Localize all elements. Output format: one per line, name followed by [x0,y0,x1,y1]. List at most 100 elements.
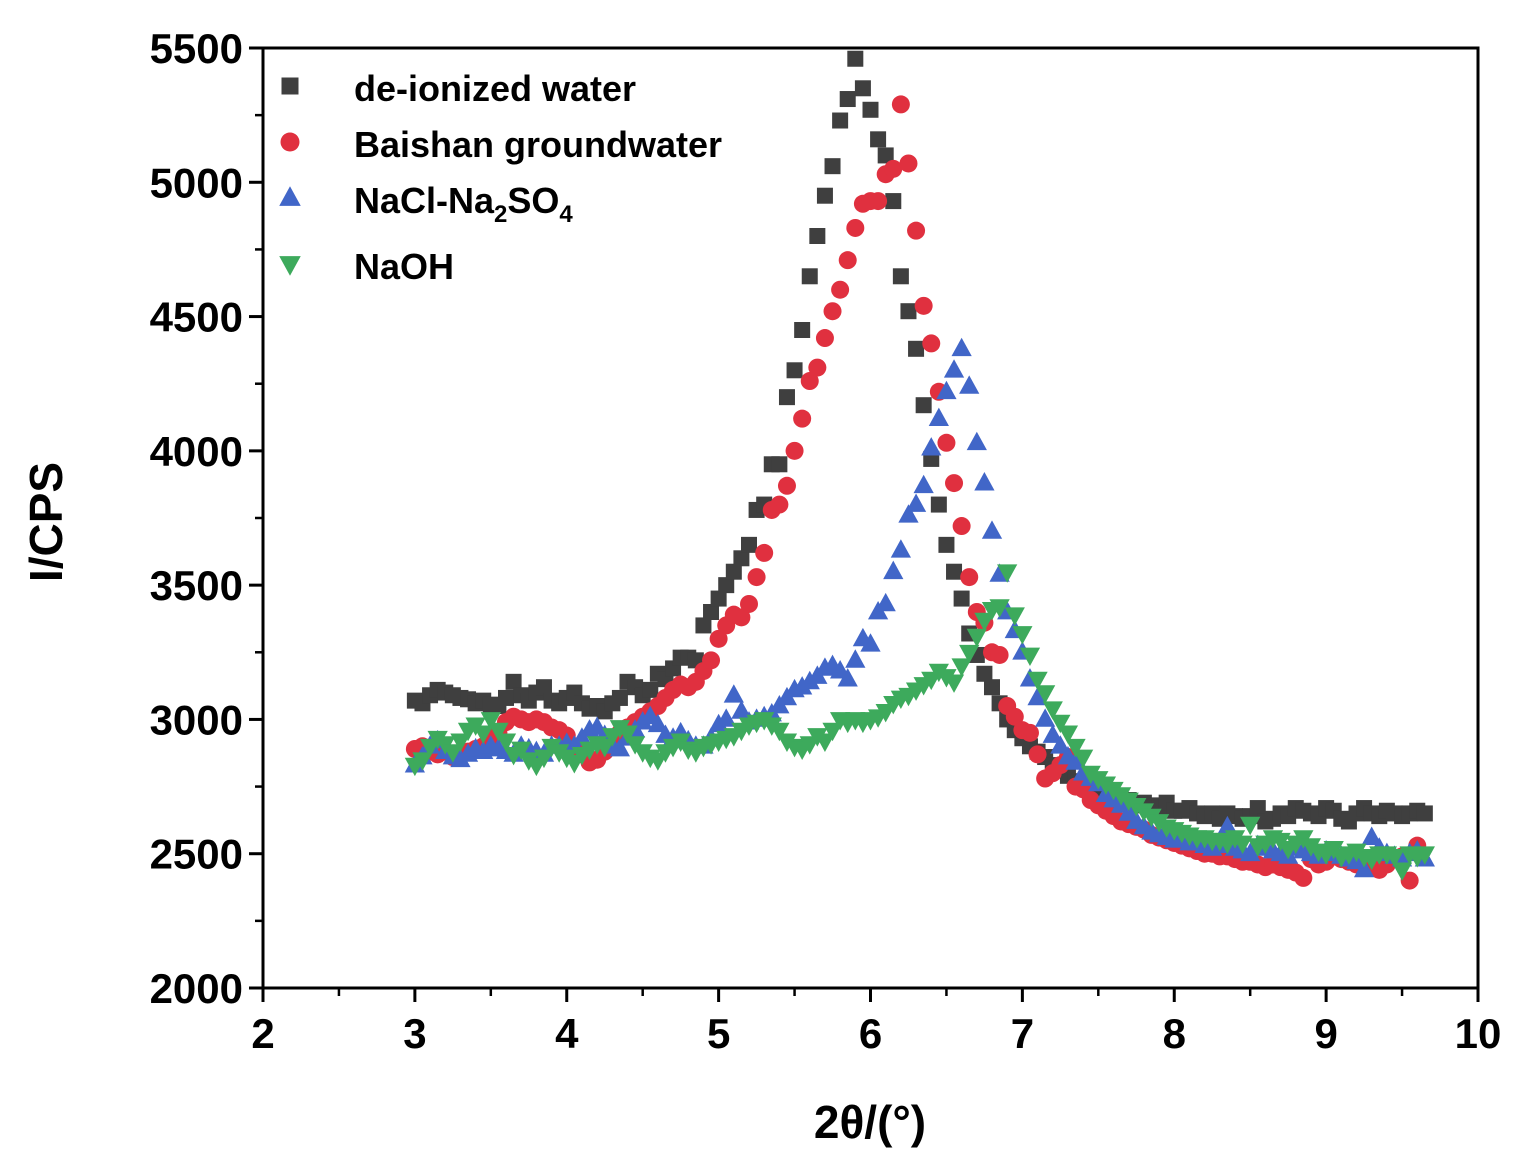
data-point [877,147,894,164]
data-point [960,568,979,587]
data-point [498,689,514,706]
data-point [723,684,744,703]
data-point [824,158,841,175]
data-point [822,722,843,742]
data-point [870,131,887,148]
data-point [1050,714,1071,734]
data-point [1217,815,1238,835]
data-point [1294,868,1313,887]
data-point [891,95,910,114]
data-point [412,752,433,771]
data-point [959,644,980,664]
data-point [747,568,766,587]
data-point [1019,647,1041,667]
data-point [771,456,788,473]
data-point [535,679,552,696]
legend-label: de-ionized water [354,68,636,109]
data-point [1391,862,1413,881]
data-point [847,50,864,67]
data-point [786,362,803,379]
data-point [984,679,1000,696]
x-tick-label: 5 [707,1010,730,1057]
x-tick-label: 10 [1455,1010,1502,1057]
y-tick-label: 5500 [150,25,243,72]
y-tick-label: 4000 [150,428,243,475]
axes: 2 3 4 5 6 7 8 9 10 2000 2500 3000 3500 4000 4500 5000 55… [150,25,1502,1057]
data-point [1400,871,1419,890]
data-point [594,738,615,758]
x-tick-label: 6 [859,1010,882,1057]
data-point [1020,723,1039,742]
data-point [1035,685,1056,704]
data-point [883,560,904,580]
data-point [943,674,965,693]
data-point [1361,826,1382,845]
data-point [1035,708,1056,727]
data-point [755,543,774,562]
data-point [778,389,795,406]
data-point [731,700,752,719]
data-point [943,359,965,378]
y-axis-title: I/CPS [20,462,72,582]
data-point [702,651,721,670]
data-point [1005,707,1024,726]
data-point [1240,816,1261,836]
data-point [1042,701,1063,720]
y-tick-label: 2000 [150,965,243,1012]
data-point [1050,735,1071,754]
data-point [611,689,628,706]
data-point [1249,800,1266,817]
data-point [951,337,972,357]
data-point [609,737,631,757]
data-point [1027,671,1048,691]
legend-marker-triangle-up [279,186,301,206]
data-point [899,154,918,173]
series-2 [404,337,1435,878]
data-point [480,712,501,731]
series-3 [404,564,1435,881]
data-point [862,101,879,118]
data-point [908,340,925,357]
y-tick-label: 5000 [150,159,243,206]
data-point [952,517,971,536]
data-point [703,604,720,620]
data-point [785,441,804,460]
y-tick-label: 4500 [150,294,243,341]
data-point [716,708,737,727]
data-point [533,749,555,769]
data-point [823,302,842,321]
data-point [741,536,757,553]
data-point [816,187,833,204]
x-tick-label: 9 [1314,1010,1337,1057]
data-point [974,612,995,632]
data-point [1012,626,1033,645]
data-point [815,329,834,348]
data-point [915,397,932,414]
data-point [898,504,919,523]
data-point [1414,846,1435,865]
data-point [809,228,826,244]
data-point [495,733,517,752]
y-tick-label: 3000 [150,696,243,743]
data-point [488,722,509,742]
data-point [800,372,819,391]
data-point [769,722,790,742]
data-point [885,193,902,210]
data-point [511,741,532,761]
data-point [860,633,881,652]
data-point [945,474,964,493]
data-point [930,496,947,513]
data-point [617,725,638,744]
x-tick-label: 2 [251,1010,274,1057]
legend-label: NaCl-Na2SO4 [354,180,573,228]
data-point [951,658,972,677]
data-point [875,592,896,612]
data-point [884,159,903,178]
data-point [794,322,811,338]
data-point [801,268,818,285]
data-point [808,358,827,377]
y-tick-label: 3500 [150,562,243,609]
data-point [900,303,917,320]
data-point [1073,749,1094,769]
data-point [831,280,850,299]
